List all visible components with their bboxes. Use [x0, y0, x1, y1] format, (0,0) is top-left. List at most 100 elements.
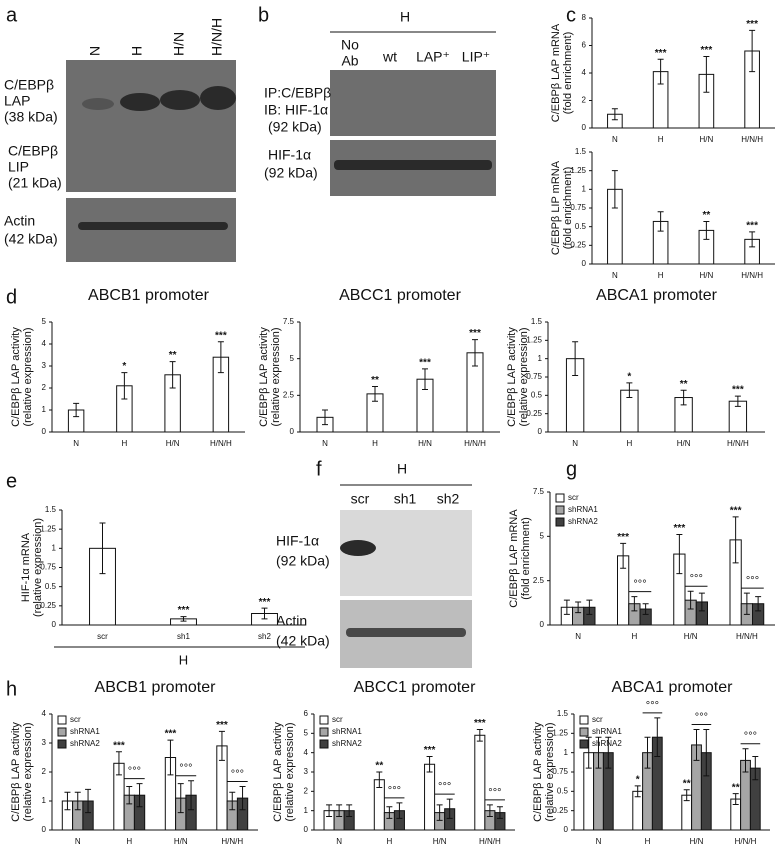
- blot-label: Actin: [4, 213, 35, 229]
- chart-title: ABCA1 promoter: [596, 287, 718, 304]
- x-tick-label: H/N/H: [210, 439, 232, 448]
- x-tick-label: scr: [97, 632, 108, 641]
- lane-label: H/N: [171, 32, 187, 56]
- y-tick-label: 5: [304, 728, 309, 737]
- blot-b: H No Ab wt LAP⁺ LIP⁺ IP:C/EBPβ IB: HIF-1…: [264, 9, 496, 196]
- significance: ***: [259, 597, 271, 608]
- significance: ***: [474, 718, 486, 729]
- y-axis-label: (fold enrichment): [520, 517, 532, 600]
- legend-swatch: [319, 727, 329, 737]
- significance: ***: [655, 48, 667, 59]
- x-tick-label: H: [626, 439, 632, 448]
- blot-image: [66, 60, 236, 192]
- error-bar: [734, 395, 741, 407]
- error-bar: [396, 802, 403, 819]
- x-tick-label: N: [612, 135, 618, 144]
- x-tick-label: H: [386, 837, 392, 846]
- y-axis-label: C/EBPβ LAP mRNA: [508, 509, 520, 608]
- error-bar: [752, 756, 759, 781]
- y-axis-label: (relative expression): [22, 327, 34, 426]
- x-tick-label: N: [73, 439, 79, 448]
- error-bar: [167, 739, 174, 776]
- significance: ***: [419, 358, 431, 369]
- lane-label: No: [341, 37, 359, 53]
- panel-letter: b: [258, 4, 269, 26]
- significance: ***: [746, 221, 758, 232]
- x-tick-label: H/N/H: [735, 837, 757, 846]
- x-tick-label: N: [596, 837, 602, 846]
- y-axis-label: (relative expression): [544, 722, 556, 821]
- y-tick-label: 0: [290, 427, 295, 436]
- x-tick-label: H: [658, 135, 664, 144]
- x-tick-label: N: [572, 439, 578, 448]
- error-bar: [732, 516, 739, 564]
- y-tick-label: 0.25: [526, 409, 542, 418]
- x-tick-label: N: [75, 837, 81, 846]
- y-tick-label: 4: [42, 709, 47, 718]
- legend-swatch: [555, 517, 565, 527]
- legend-swatch: [319, 739, 329, 749]
- error-bar: [177, 783, 184, 814]
- y-tick-label: 2: [582, 96, 587, 105]
- group-annotation: °°°: [690, 573, 703, 585]
- error-bar: [595, 736, 602, 769]
- error-bar: [586, 599, 593, 615]
- y-tick-label: 0: [582, 259, 587, 268]
- y-axis-label: (fold enrichment): [562, 32, 574, 115]
- error-bar: [115, 751, 122, 776]
- panel-letter: d: [6, 286, 17, 308]
- lane-label: H/N/H: [209, 18, 225, 56]
- significance: ***: [732, 385, 744, 396]
- group-annotation: °°°: [128, 766, 141, 778]
- y-tick-label: 6: [582, 41, 587, 50]
- y-axis-label: C/EBPβ LAP activity: [258, 327, 270, 427]
- error-bar: [634, 785, 641, 798]
- y-tick-label: 0.75: [570, 203, 586, 212]
- panel-letter: a: [6, 4, 18, 26]
- panel-letter: h: [6, 678, 17, 700]
- y-tick-label: 0.5: [531, 390, 543, 399]
- lane-label: LIP⁺: [462, 49, 490, 65]
- blot-label: IB: HIF-1α: [264, 102, 328, 118]
- group-annotation: °°°: [438, 781, 451, 793]
- chart-title: ABCC1 promoter: [339, 287, 461, 304]
- chart-title: ABCB1 promoter: [95, 679, 217, 696]
- chart-title: ABCA1 promoter: [612, 679, 734, 696]
- y-tick-label: 1: [52, 543, 57, 552]
- error-bar: [742, 748, 749, 773]
- error-bar: [121, 372, 128, 400]
- group-annotation: °°°: [744, 731, 757, 743]
- blot-label: (92 kDa): [276, 553, 330, 569]
- blot-label: IP:C/EBPβ: [264, 85, 331, 101]
- significance: ***: [178, 605, 190, 616]
- blot-label: (42 kDa): [276, 633, 330, 649]
- band: [340, 540, 376, 556]
- group-annotation: °°°: [179, 763, 192, 775]
- error-bar: [326, 804, 333, 817]
- y-tick-label: 1: [564, 748, 569, 757]
- y-tick-label: 5: [290, 354, 295, 363]
- band: [78, 222, 228, 230]
- error-bar: [126, 786, 133, 805]
- error-bar: [239, 786, 246, 811]
- group-annotation: °°°: [746, 575, 759, 587]
- significance: ***: [215, 330, 227, 341]
- y-tick-label: 2: [304, 786, 309, 795]
- error-bar: [631, 596, 638, 612]
- significance: **: [702, 210, 710, 221]
- y-tick-label: 0.5: [575, 222, 587, 231]
- error-bar: [620, 542, 627, 569]
- blot-a: N H H/N H/N/H C/EBPβ LAP (38 kDa) C/EBPβ…: [4, 18, 236, 262]
- x-tick-label: H/N: [418, 439, 432, 448]
- y-tick-label: 0.5: [45, 582, 57, 591]
- y-axis-label: (fold enrichment): [562, 167, 574, 250]
- legend-label: shRNA1: [592, 727, 622, 736]
- error-bar: [703, 728, 710, 777]
- error-bar: [261, 607, 268, 620]
- x-tick-label: H/N: [677, 439, 691, 448]
- error-bar: [654, 717, 661, 758]
- y-tick-label: 1.25: [40, 524, 56, 533]
- y-tick-label: 1: [538, 354, 543, 363]
- panel-letter: e: [6, 470, 17, 492]
- error-bar: [486, 804, 493, 817]
